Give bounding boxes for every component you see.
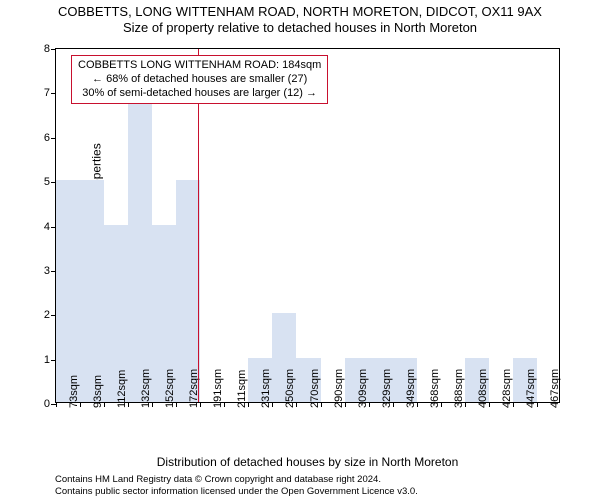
footer-line2: Contains public sector information licen… bbox=[55, 486, 580, 497]
y-tick-mark bbox=[51, 49, 56, 50]
y-tick-mark bbox=[51, 93, 56, 94]
x-tick-label: 112sqm bbox=[116, 370, 128, 408]
title-line2: Size of property relative to detached ho… bbox=[0, 20, 600, 36]
annotation-line1: COBBETTS LONG WITTENHAM ROAD: 184sqm bbox=[78, 59, 321, 73]
chart-frame: COBBETTS, LONG WITTENHAM ROAD, NORTH MOR… bbox=[0, 0, 600, 500]
chart-area: 01234567873sqm93sqm112sqm132sqm152sqm172… bbox=[55, 48, 560, 403]
x-tick-label: 309sqm bbox=[357, 369, 369, 408]
x-tick-mark bbox=[321, 402, 322, 407]
y-tick-label: 2 bbox=[44, 309, 50, 321]
x-tick-mark bbox=[369, 402, 370, 407]
x-tick-label: 132sqm bbox=[140, 369, 152, 408]
x-tick-mark bbox=[104, 402, 105, 407]
x-tick-label: 467sqm bbox=[549, 369, 561, 408]
annotation-box: COBBETTS LONG WITTENHAM ROAD: 184sqm← 68… bbox=[71, 55, 328, 104]
x-tick-label: 191sqm bbox=[212, 369, 224, 408]
x-tick-label: 388sqm bbox=[453, 369, 465, 408]
x-tick-mark bbox=[176, 402, 177, 407]
x-tick-label: 329sqm bbox=[381, 369, 393, 408]
y-tick-label: 3 bbox=[44, 265, 50, 277]
x-axis-label: Distribution of detached houses by size … bbox=[55, 455, 560, 469]
x-tick-mark bbox=[489, 402, 490, 407]
x-tick-mark bbox=[152, 402, 153, 407]
x-tick-label: 368sqm bbox=[429, 369, 441, 408]
x-tick-label: 290sqm bbox=[333, 369, 345, 408]
x-tick-label: 270sqm bbox=[309, 369, 321, 408]
y-tick-mark bbox=[51, 138, 56, 139]
y-tick-label: 7 bbox=[44, 87, 50, 99]
x-tick-mark bbox=[248, 402, 249, 407]
x-tick-label: 447sqm bbox=[525, 369, 537, 408]
x-tick-label: 152sqm bbox=[164, 369, 176, 408]
x-tick-label: 93sqm bbox=[92, 375, 104, 408]
bar bbox=[80, 180, 104, 402]
y-tick-label: 0 bbox=[44, 398, 50, 410]
y-tick-label: 1 bbox=[44, 354, 50, 366]
x-tick-label: 211sqm bbox=[236, 370, 248, 408]
y-tick-label: 6 bbox=[44, 132, 50, 144]
x-tick-label: 73sqm bbox=[68, 375, 80, 408]
footer: Contains HM Land Registry data © Crown c… bbox=[55, 474, 580, 497]
x-tick-mark bbox=[80, 402, 81, 407]
title-line1: COBBETTS, LONG WITTENHAM ROAD, NORTH MOR… bbox=[0, 4, 600, 20]
y-tick-label: 4 bbox=[44, 221, 50, 233]
x-tick-mark bbox=[441, 402, 442, 407]
bar bbox=[56, 180, 80, 402]
plot-region: 01234567873sqm93sqm112sqm132sqm152sqm172… bbox=[55, 48, 560, 403]
x-tick-mark bbox=[296, 402, 297, 407]
x-tick-label: 428sqm bbox=[501, 369, 513, 408]
x-tick-label: 349sqm bbox=[405, 369, 417, 408]
x-tick-mark bbox=[272, 402, 273, 407]
x-tick-label: 250sqm bbox=[284, 369, 296, 408]
x-tick-label: 408sqm bbox=[477, 369, 489, 408]
y-tick-label: 8 bbox=[44, 43, 50, 55]
footer-line1: Contains HM Land Registry data © Crown c… bbox=[55, 474, 580, 485]
x-tick-mark bbox=[345, 402, 346, 407]
bar bbox=[128, 91, 152, 402]
title-block: COBBETTS, LONG WITTENHAM ROAD, NORTH MOR… bbox=[0, 4, 600, 37]
x-tick-mark bbox=[465, 402, 466, 407]
annotation-line2: ← 68% of detached houses are smaller (27… bbox=[78, 73, 321, 87]
x-tick-mark bbox=[128, 402, 129, 407]
x-tick-mark bbox=[56, 402, 57, 407]
x-tick-mark bbox=[537, 402, 538, 407]
x-tick-mark bbox=[393, 402, 394, 407]
x-tick-label: 231sqm bbox=[260, 369, 272, 408]
x-tick-mark bbox=[200, 402, 201, 407]
x-tick-mark bbox=[417, 402, 418, 407]
x-tick-mark bbox=[224, 402, 225, 407]
y-tick-label: 5 bbox=[44, 176, 50, 188]
annotation-line3: 30% of semi-detached houses are larger (… bbox=[78, 87, 321, 101]
x-tick-mark bbox=[513, 402, 514, 407]
